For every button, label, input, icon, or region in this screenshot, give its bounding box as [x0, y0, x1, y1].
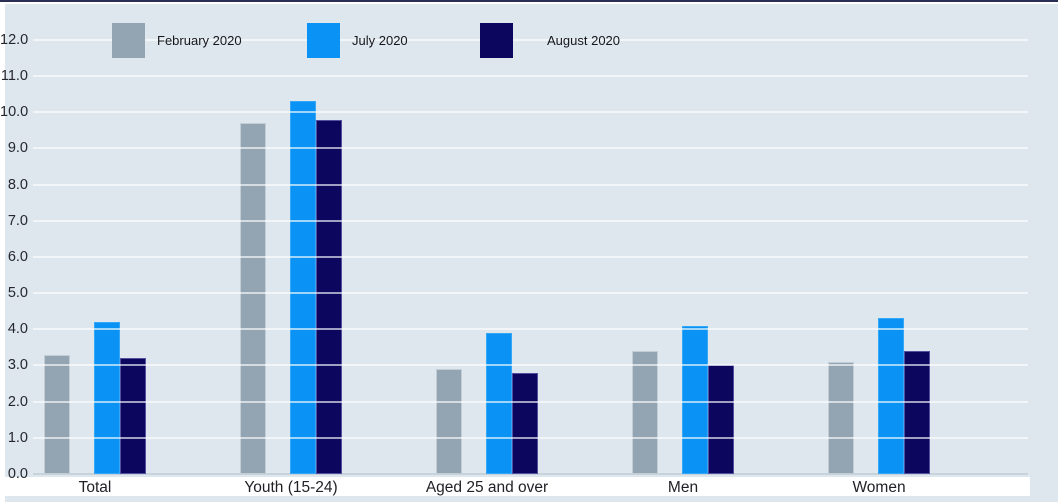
x-category-label: Youth (15-24) — [244, 479, 338, 496]
y-tick-label: 8.0 — [7, 176, 28, 193]
x-category-label: Men — [667, 479, 699, 496]
x-axis-label-strip — [5, 477, 1030, 496]
gridline — [33, 38, 1028, 41]
gridline — [33, 111, 1028, 114]
legend-label: February 2020 — [157, 33, 242, 48]
y-tick-label: 10.0 — [0, 104, 29, 121]
y-tick-label: 3.0 — [7, 357, 28, 374]
gridline — [33, 75, 1028, 78]
y-tick-label: 0.0 — [7, 466, 28, 482]
bar-august-2020[interactable] — [316, 119, 342, 474]
bar-july-2020[interactable] — [878, 318, 904, 474]
y-tick-label: 7.0 — [7, 212, 28, 229]
y-tick-label: 6.0 — [7, 248, 28, 265]
gridline — [33, 255, 1028, 258]
gridline — [33, 436, 1028, 439]
bar-february-2020[interactable] — [828, 361, 854, 474]
gridline — [33, 219, 1028, 222]
y-tick-label: 5.0 — [7, 285, 28, 302]
x-category-label: Women — [852, 479, 906, 496]
y-tick-label: 12.0 — [0, 31, 29, 48]
gridline — [33, 183, 1028, 186]
gridline — [33, 364, 1028, 367]
top-border-line — [0, 0, 1058, 2]
legend-swatch-august-icon — [480, 23, 513, 58]
y-tick-label: 1.0 — [7, 429, 28, 446]
x-category-label: Aged 25 and over — [425, 479, 549, 496]
bar-february-2020[interactable] — [632, 351, 658, 474]
bar-february-2020[interactable] — [436, 369, 462, 474]
gridline — [33, 400, 1028, 403]
bar-august-2020[interactable] — [904, 351, 930, 474]
legend-swatch-february-icon — [112, 23, 145, 58]
y-tick-label: 9.0 — [7, 140, 28, 157]
bar-august-2020[interactable] — [120, 358, 146, 474]
gridline — [33, 328, 1028, 331]
x-category-label: Total — [78, 479, 112, 496]
y-tick-label: 2.0 — [7, 393, 28, 410]
legend-label: July 2020 — [352, 33, 408, 48]
bar-july-2020[interactable] — [290, 101, 316, 474]
bar-february-2020[interactable] — [240, 123, 266, 474]
bar-august-2020[interactable] — [512, 372, 538, 474]
y-tick-label: 4.0 — [7, 321, 28, 338]
legend-label: August 2020 — [547, 33, 621, 48]
bar-february-2020[interactable] — [44, 354, 70, 474]
bar-august-2020[interactable] — [708, 365, 734, 474]
bar-july-2020[interactable] — [94, 322, 120, 474]
x-axis-line — [33, 473, 1028, 475]
gridline — [33, 292, 1028, 295]
legend-swatch-july-icon — [307, 23, 340, 58]
bar-july-2020[interactable] — [682, 325, 708, 474]
bar-july-2020[interactable] — [486, 332, 512, 474]
gridline — [33, 147, 1028, 150]
y-tick-label: 11.0 — [0, 68, 28, 85]
